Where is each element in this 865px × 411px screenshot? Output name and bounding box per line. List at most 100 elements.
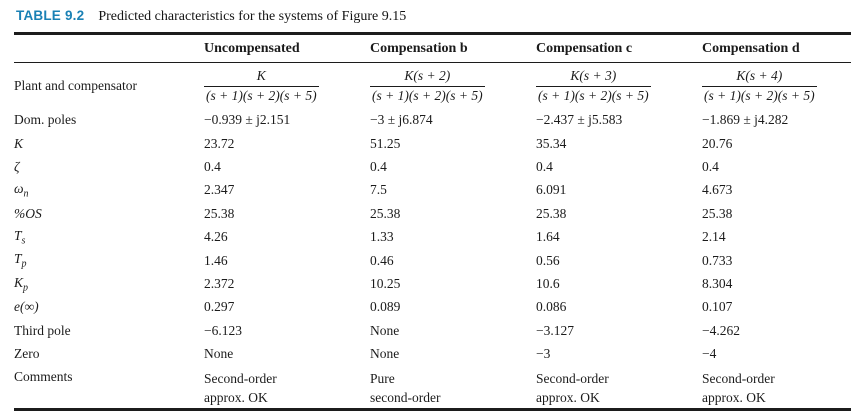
row-steady-state-error: e(∞) 0.297 0.089 0.086 0.107 [14, 296, 851, 319]
cell: 25.38 [702, 205, 733, 221]
fraction-numerator: K [256, 68, 266, 84]
cell: K(s + 3) (s + 1)(s + 2)(s + 5) [536, 63, 702, 109]
cell: Second-order approx. OK [702, 370, 775, 405]
fraction-numerator: K(s + 2) [404, 68, 451, 84]
row-settling-time: Ts 4.26 1.33 1.64 2.14 [14, 225, 851, 248]
cell: Second-order approx. OK [536, 370, 609, 405]
cell: 0.297 [204, 299, 235, 315]
cell: None [370, 322, 400, 338]
row-gain-K: K 23.72 51.25 35.34 20.76 [14, 132, 851, 155]
cell: 4.673 [702, 182, 733, 198]
row-label: Third pole [14, 322, 71, 338]
row-natural-frequency: ωn 2.347 7.5 6.091 4.673 [14, 179, 851, 202]
cell: Pure second-order [370, 370, 441, 405]
cell: 2.347 [204, 182, 235, 198]
cell: −4 [702, 346, 717, 362]
row-label: Comments [14, 368, 73, 384]
cell: 7.5 [370, 182, 387, 198]
row-label: Zero [14, 346, 40, 362]
row-label: %OS [14, 205, 42, 221]
cell: 0.4 [702, 158, 719, 174]
cell: 51.25 [370, 135, 401, 151]
table-number: TABLE 9.2 [16, 8, 85, 23]
transfer-function-fraction: K(s + 4) (s + 1)(s + 2)(s + 5) [702, 68, 817, 105]
cell: −1.869 ± j4.282 [702, 112, 789, 128]
cell: 0.4 [204, 158, 221, 174]
cell: 0.4 [370, 158, 387, 174]
cell: 35.34 [536, 135, 567, 151]
cell: 10.6 [536, 275, 560, 291]
cell: −4.262 [702, 322, 740, 338]
characteristics-table: Uncompensated Compensation b Compensatio… [14, 32, 851, 411]
row-comments: Comments Second-order approx. OK Pure se… [14, 366, 851, 410]
row-dominant-poles: Dom. poles −0.939 ± j2.151 −3 ± j6.874 −… [14, 109, 851, 132]
header-empty [14, 33, 204, 63]
fraction-numerator: K(s + 3) [570, 68, 617, 84]
cell: 2.14 [702, 229, 726, 245]
transfer-function-fraction: K (s + 1)(s + 2)(s + 5) [204, 68, 319, 105]
row-label: Ts [14, 227, 26, 247]
cell: −3 [536, 346, 551, 362]
fraction-denominator: (s + 1)(s + 2)(s + 5) [536, 86, 651, 104]
cell: Second-order approx. OK [204, 370, 277, 405]
row-third-pole: Third pole −6.123 None −3.127 −4.262 [14, 319, 851, 342]
cell: K(s + 2) (s + 1)(s + 2)(s + 5) [370, 63, 536, 109]
row-label: e(∞) [14, 299, 39, 315]
cell: 0.46 [370, 252, 394, 268]
cell: 25.38 [204, 205, 235, 221]
cell: K(s + 4) (s + 1)(s + 2)(s + 5) [702, 63, 851, 109]
fraction-denominator: (s + 1)(s + 2)(s + 5) [204, 86, 319, 104]
cell: 8.304 [702, 275, 733, 291]
row-zero: Zero None None −3 −4 [14, 342, 851, 365]
column-header-uncompensated: Uncompensated [204, 33, 370, 63]
row-damping-ratio: ζ 0.4 0.4 0.4 0.4 [14, 155, 851, 178]
row-label: K [14, 135, 24, 151]
column-header-compensation-c: Compensation c [536, 33, 702, 63]
row-label: Dom. poles [14, 112, 77, 128]
table-title: TABLE 9.2 Predicted characteristics for … [16, 8, 851, 25]
row-percent-overshoot: %OS 25.38 25.38 25.38 25.38 [14, 202, 851, 225]
column-header-compensation-d: Compensation d [702, 33, 851, 63]
cell: 0.56 [536, 252, 560, 268]
row-label: Kp [14, 274, 29, 294]
cell: −3.127 [536, 322, 574, 338]
row-position-constant: Kp 2.372 10.25 10.6 8.304 [14, 272, 851, 295]
cell: 1.33 [370, 229, 394, 245]
column-header-compensation-b: Compensation b [370, 33, 536, 63]
cell: 0.086 [536, 299, 567, 315]
row-label: Tp [14, 251, 27, 270]
cell: None [370, 346, 400, 362]
fraction-denominator: (s + 1)(s + 2)(s + 5) [702, 86, 817, 104]
row-label: Plant and compensator [14, 77, 137, 93]
cell: −2.437 ± j5.583 [536, 112, 623, 128]
cell: 0.089 [370, 299, 401, 315]
cell: −6.123 [204, 322, 242, 338]
cell: 10.25 [370, 275, 401, 291]
cell: 1.46 [204, 252, 228, 268]
cell: 0.107 [702, 299, 733, 315]
cell: 6.091 [536, 182, 567, 198]
cell: 0.4 [536, 158, 553, 174]
row-peak-time: Tp 1.46 0.46 0.56 0.733 [14, 249, 851, 272]
table-caption: Predicted characteristics for the system… [98, 9, 407, 24]
header-row: Uncompensated Compensation b Compensatio… [14, 33, 851, 63]
cell: K (s + 1)(s + 2)(s + 5) [204, 63, 370, 109]
cell: 1.64 [536, 229, 560, 245]
fraction-denominator: (s + 1)(s + 2)(s + 5) [370, 86, 485, 104]
cell: 0.733 [702, 252, 733, 268]
cell: −3 ± j6.874 [370, 112, 433, 128]
cell: 20.76 [702, 135, 733, 151]
cell: 25.38 [536, 205, 567, 221]
cell: 25.38 [370, 205, 401, 221]
cell: 23.72 [204, 135, 235, 151]
transfer-function-fraction: K(s + 2) (s + 1)(s + 2)(s + 5) [370, 68, 485, 105]
row-label: ωn [14, 181, 29, 200]
cell: None [204, 346, 234, 362]
transfer-function-fraction: K(s + 3) (s + 1)(s + 2)(s + 5) [536, 68, 651, 105]
cell: 2.372 [204, 275, 235, 291]
cell: 4.26 [204, 229, 228, 245]
row-label: ζ [14, 158, 20, 174]
cell: −0.939 ± j2.151 [204, 112, 291, 128]
row-plant-and-compensator: Plant and compensator K (s + 1)(s + 2)(s… [14, 63, 851, 109]
